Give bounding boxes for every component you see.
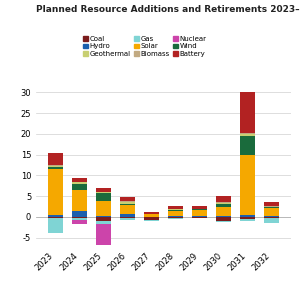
Bar xyxy=(96,188,111,192)
Bar xyxy=(240,219,255,221)
Bar xyxy=(240,217,255,219)
Bar xyxy=(72,182,87,184)
Bar xyxy=(216,203,231,204)
Bar xyxy=(96,193,111,201)
Bar xyxy=(265,216,279,217)
Bar xyxy=(48,165,62,166)
Bar xyxy=(240,215,255,217)
Bar xyxy=(216,216,231,217)
Bar xyxy=(192,208,207,209)
Bar xyxy=(192,217,207,218)
Bar xyxy=(120,205,135,214)
Bar xyxy=(96,217,111,221)
Bar xyxy=(144,217,159,220)
Bar xyxy=(168,216,183,217)
Bar xyxy=(192,209,207,210)
Bar xyxy=(120,218,135,220)
Bar xyxy=(72,184,87,190)
Bar xyxy=(168,211,183,216)
Bar xyxy=(216,196,231,202)
Bar xyxy=(144,214,159,217)
Bar xyxy=(192,210,207,216)
Bar xyxy=(265,208,279,216)
Bar xyxy=(72,218,87,220)
Legend: Coal, Hydro, Geothermal, Gas, Solar, Biomass, Nuclear, Wind, Battery: Coal, Hydro, Geothermal, Gas, Solar, Bio… xyxy=(83,36,207,57)
Bar xyxy=(144,220,159,221)
Bar xyxy=(96,216,111,217)
Bar xyxy=(168,209,183,210)
Bar xyxy=(120,202,135,204)
Bar xyxy=(48,153,62,165)
Bar xyxy=(168,217,183,218)
Bar xyxy=(120,197,135,201)
Bar xyxy=(168,206,183,209)
Bar xyxy=(72,211,87,217)
Bar xyxy=(216,221,231,222)
Bar xyxy=(120,204,135,205)
Bar xyxy=(240,136,255,154)
Bar xyxy=(48,169,62,215)
Bar xyxy=(120,214,135,217)
Bar xyxy=(265,206,279,207)
Bar xyxy=(265,207,279,208)
Bar xyxy=(240,92,255,134)
Bar xyxy=(192,206,207,208)
Text: Planned Resource Additions and Retirements 2023–2032 (GW): Planned Resource Additions and Retiremen… xyxy=(36,5,300,14)
Bar xyxy=(265,217,279,218)
Bar xyxy=(48,215,62,217)
Bar xyxy=(72,220,87,224)
Bar xyxy=(216,217,231,221)
Bar xyxy=(96,201,111,216)
Bar xyxy=(192,216,207,217)
Bar xyxy=(265,202,279,206)
Bar xyxy=(265,218,279,223)
Bar xyxy=(120,201,135,202)
Bar xyxy=(240,134,255,136)
Bar xyxy=(96,224,111,245)
Bar xyxy=(96,221,111,224)
Bar xyxy=(120,217,135,218)
Bar xyxy=(72,190,87,211)
Bar xyxy=(216,207,231,216)
Bar xyxy=(168,218,183,219)
Bar xyxy=(96,192,111,193)
Bar xyxy=(72,217,87,218)
Bar xyxy=(144,212,159,214)
Bar xyxy=(216,202,231,203)
Bar xyxy=(48,166,62,167)
Bar xyxy=(216,204,231,207)
Bar xyxy=(240,154,255,215)
Bar xyxy=(48,217,62,218)
Bar xyxy=(168,210,183,211)
Bar xyxy=(48,167,62,169)
Bar xyxy=(48,218,62,233)
Bar xyxy=(72,178,87,182)
